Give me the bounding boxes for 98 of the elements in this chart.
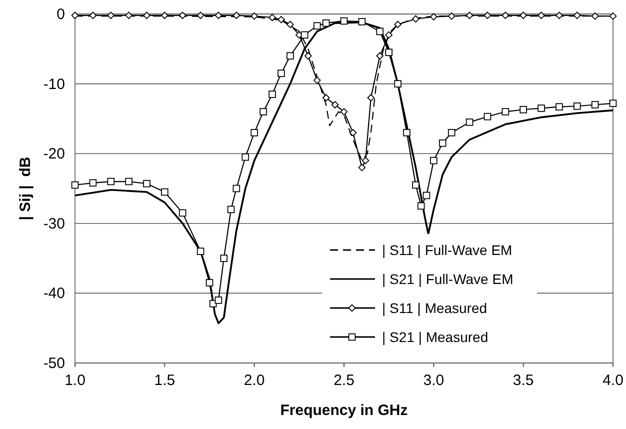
point [538,104,545,112]
point [313,22,321,30]
point [417,202,425,210]
point [143,12,150,20]
y-tick-label: -40 [43,285,65,302]
point [71,181,79,189]
x-tick-label: 1.5 [154,372,176,389]
y-tick-label: 0 [56,6,65,23]
point [394,80,402,88]
point [313,76,321,84]
point [502,108,510,116]
point [304,52,312,60]
point [278,70,285,77]
point [385,31,392,39]
point [538,12,545,20]
point [609,100,617,107]
y-tick-label: -30 [43,215,65,232]
point [125,12,132,20]
point [520,106,527,114]
point [206,279,214,286]
point [143,180,150,188]
point [161,12,168,20]
point [412,181,420,189]
point [422,192,430,200]
point [362,156,370,164]
point [196,12,204,20]
point [591,101,599,108]
point [358,164,366,172]
point [178,12,186,20]
point [89,12,97,20]
point [556,103,563,110]
point [268,90,276,98]
point [286,52,294,60]
x-tick-label: 2.5 [334,372,354,389]
point [573,102,581,110]
point [196,248,204,255]
point [107,12,115,20]
point [232,184,240,192]
point [340,17,348,25]
point [520,12,527,20]
x-tick-label: 4.0 [602,372,624,389]
legend-label: | S11 | Measured [382,300,488,316]
point [322,94,330,102]
point [609,12,617,20]
point [376,28,384,36]
point [71,12,79,20]
point [89,179,97,187]
legend-label: | S11 | Full-Wave EM [382,242,512,258]
point [438,139,446,147]
point [278,16,285,24]
point [403,129,410,136]
x-axis-title: Frequency in GHz [280,402,408,419]
legend-label: | S21 | Measured [382,329,488,345]
point [340,108,348,116]
point [322,19,330,27]
point [502,12,510,20]
x-tick-label: 3.0 [423,372,444,389]
point [573,12,581,20]
point [250,129,258,136]
legend-label: | S21 | Full-Wave EM [382,271,514,287]
point [178,209,186,217]
x-tick-label: 1.0 [64,372,86,389]
y-tick-label: -50 [43,355,65,372]
point [466,12,474,20]
x-tick-label: 3.5 [512,372,534,389]
point [412,15,420,23]
y-axis-title: | Sij | dB [17,156,34,220]
point [331,101,339,108]
point [125,178,132,186]
point [107,178,115,186]
y-tick-label: -20 [43,146,65,163]
point [286,20,294,28]
point [556,12,563,20]
point [466,118,474,126]
point [214,296,222,304]
point [448,129,456,136]
point [300,31,308,39]
point [448,12,456,20]
point [358,18,366,26]
point [430,156,438,164]
point [242,153,250,161]
point [220,254,228,262]
x-tick-label: 2.0 [244,372,265,389]
point [161,188,168,196]
point [385,48,392,56]
point [214,12,222,20]
point [484,12,492,20]
point [260,108,267,116]
point [232,12,240,20]
y-tick-label: -10 [43,76,65,93]
point [430,13,438,20]
point [591,12,599,20]
point [367,94,375,102]
point [349,129,357,136]
point [376,52,384,60]
point [268,14,276,22]
point [227,206,235,214]
point [484,112,492,120]
